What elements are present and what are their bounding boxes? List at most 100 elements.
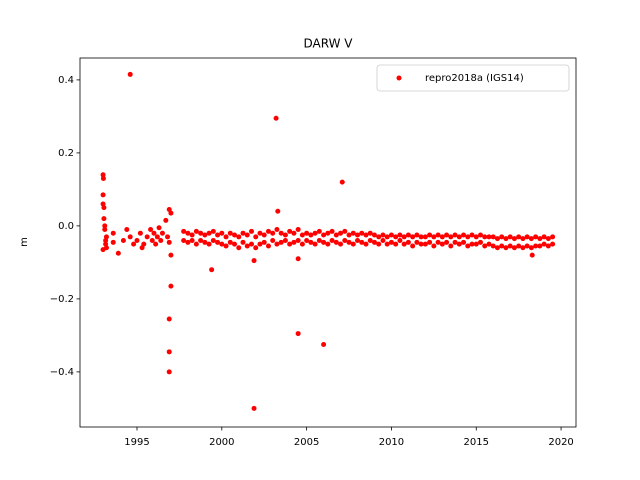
point: [414, 232, 420, 238]
point: [507, 243, 513, 249]
point: [448, 243, 454, 249]
point: [388, 232, 394, 238]
point: [198, 237, 204, 243]
point: [338, 230, 344, 236]
point: [524, 243, 530, 249]
point: [275, 208, 281, 214]
point: [240, 230, 246, 236]
point: [537, 236, 543, 242]
point: [273, 115, 279, 121]
point: [384, 234, 390, 240]
point: [159, 230, 165, 236]
point: [206, 230, 212, 236]
point: [520, 236, 526, 242]
point: [321, 232, 327, 238]
x-tick-label: 2000: [209, 437, 234, 448]
point: [236, 234, 242, 240]
point: [168, 283, 174, 289]
point: [193, 241, 199, 247]
point: [537, 243, 543, 249]
point: [253, 245, 259, 251]
point: [103, 234, 109, 240]
point: [253, 234, 259, 240]
point: [431, 243, 437, 249]
point: [148, 227, 154, 233]
point: [151, 230, 157, 236]
point: [257, 241, 263, 247]
point: [465, 243, 471, 249]
point: [444, 239, 450, 245]
point: [215, 239, 221, 245]
point: [316, 237, 322, 243]
point: [329, 228, 335, 234]
point: [541, 234, 547, 240]
point: [299, 241, 305, 247]
point: [490, 243, 496, 249]
x-tick-label: 2005: [294, 437, 319, 448]
point: [465, 234, 471, 240]
point: [100, 247, 106, 253]
point: [131, 241, 137, 247]
point: [452, 239, 458, 245]
point: [528, 245, 534, 251]
point: [223, 234, 229, 240]
point: [520, 245, 526, 251]
point: [397, 237, 403, 243]
point: [363, 232, 369, 238]
y-tick-label: −0.4: [50, 367, 74, 378]
point: [456, 241, 462, 247]
point: [355, 232, 361, 238]
point: [223, 243, 229, 249]
point: [405, 239, 411, 245]
point: [127, 71, 133, 77]
point: [261, 239, 267, 245]
point: [427, 232, 433, 238]
point: [499, 243, 505, 249]
point: [422, 234, 428, 240]
point: [149, 237, 155, 243]
point: [102, 227, 108, 233]
point: [168, 210, 174, 216]
point: [219, 241, 225, 247]
point: [166, 369, 172, 375]
point: [333, 232, 339, 238]
point: [295, 227, 301, 233]
point: [503, 245, 509, 251]
point: [215, 232, 221, 238]
point: [308, 239, 314, 245]
point: [270, 230, 276, 236]
point: [189, 232, 195, 238]
point: [418, 234, 424, 240]
point: [448, 234, 454, 240]
point: [350, 241, 356, 247]
point: [270, 237, 276, 243]
point: [342, 237, 348, 243]
point: [380, 237, 386, 243]
point: [232, 241, 238, 247]
point: [282, 237, 288, 243]
point: [401, 234, 407, 240]
point: [244, 232, 250, 238]
point: [236, 245, 242, 251]
point: [511, 245, 517, 251]
point: [494, 236, 500, 242]
point: [503, 236, 509, 242]
point: [244, 243, 250, 249]
point: [529, 252, 535, 258]
point: [384, 241, 390, 247]
point: [482, 234, 488, 240]
point: [533, 234, 539, 240]
point: [397, 232, 403, 238]
x-tick-label: 1995: [124, 437, 149, 448]
point: [346, 239, 352, 245]
legend-label: repro2018a (IGS14): [425, 73, 524, 84]
point: [100, 175, 106, 181]
point: [380, 232, 386, 238]
point: [102, 223, 108, 229]
point: [431, 234, 437, 240]
point: [321, 342, 327, 348]
point: [456, 234, 462, 240]
point: [181, 228, 187, 234]
